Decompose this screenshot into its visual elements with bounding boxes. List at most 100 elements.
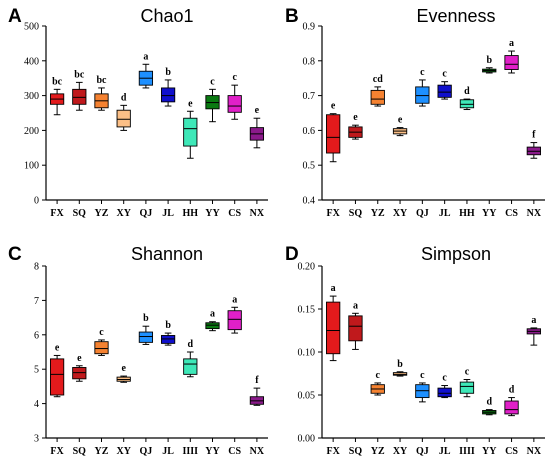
- box: [415, 86, 430, 104]
- x-tick-label: NX: [250, 208, 265, 219]
- x-tick-label: FX: [50, 446, 64, 457]
- x-tick-label: YZ: [371, 208, 385, 219]
- x-tick-label: NX: [527, 208, 542, 219]
- panel-title: Chao1: [140, 6, 193, 26]
- panel-shannon: C Shannon 3 4 5 6 7 8 FX e SQ e YZ c XY e QJ b JL b IIII d Y…: [8, 244, 268, 457]
- x-tick-label: XY: [393, 446, 408, 457]
- x-tick-label: CS: [228, 208, 241, 219]
- significance-letter: bc: [97, 75, 108, 86]
- x-tick-label: IIII: [459, 446, 475, 457]
- panel-label: C: [8, 244, 22, 265]
- significance-letter: c: [210, 76, 215, 87]
- y-tick-label: 0.15: [298, 305, 316, 316]
- box: [116, 109, 131, 128]
- panel-title: Shannon: [131, 244, 203, 264]
- significance-letter: a: [143, 51, 148, 62]
- x-tick-label: JL: [162, 446, 174, 457]
- significance-letter: d: [121, 92, 127, 103]
- significance-letter: bc: [52, 76, 63, 87]
- y-tick-label: 0.00: [298, 434, 316, 445]
- y-tick-label: 8: [34, 262, 39, 273]
- x-tick-label: YY: [205, 446, 220, 457]
- significance-letter: d: [188, 339, 194, 350]
- significance-letter: e: [77, 353, 82, 364]
- x-tick-label: YZ: [95, 446, 109, 457]
- significance-letter: c: [232, 72, 237, 83]
- x-tick-label: YY: [205, 208, 220, 219]
- x-tick-label: IIII: [183, 446, 199, 457]
- significance-letter: c: [442, 373, 447, 384]
- y-tick-label: 0.4: [303, 196, 316, 207]
- x-tick-label: XY: [116, 446, 131, 457]
- panel-title: Evenness: [416, 6, 495, 26]
- y-tick-label: 0.7: [303, 91, 316, 102]
- x-tick-label: HH: [183, 208, 199, 219]
- panel-simpson: D Simpson 0.00 0.05 0.10 0.15 0.20 FX a SQ a YZ c X…: [285, 244, 545, 457]
- significance-letter: a: [531, 315, 536, 326]
- x-tick-label: JL: [439, 446, 451, 457]
- box: [160, 87, 176, 103]
- x-tick-label: JL: [162, 208, 174, 219]
- box: [183, 117, 198, 147]
- significance-letter: e: [331, 101, 336, 112]
- x-tick-label: SQ: [349, 208, 363, 219]
- significance-letter: d: [464, 86, 470, 97]
- box: [459, 381, 475, 394]
- box: [72, 88, 87, 105]
- box: [437, 84, 452, 98]
- significance-letter: f: [255, 375, 259, 386]
- significance-letter: b: [486, 55, 492, 66]
- significance-letter: b: [165, 67, 171, 78]
- y-tick-label: 300: [24, 91, 39, 102]
- y-tick-label: 0: [34, 196, 39, 207]
- box: [459, 99, 475, 109]
- box: [437, 387, 452, 398]
- significance-letter: b: [397, 359, 403, 370]
- y-tick-label: 0.6: [303, 126, 316, 137]
- box: [227, 95, 242, 113]
- box: [183, 358, 198, 375]
- box: [348, 315, 363, 342]
- x-tick-label: YZ: [95, 208, 109, 219]
- x-tick-label: QJ: [140, 208, 153, 219]
- y-tick-label: 5: [34, 365, 39, 376]
- x-tick-label: CS: [228, 446, 241, 457]
- x-tick-label: XY: [116, 208, 131, 219]
- box: [138, 331, 154, 343]
- significance-letter: c: [376, 370, 381, 381]
- x-tick-label: NX: [527, 446, 542, 457]
- box: [205, 322, 220, 330]
- x-tick-label: FX: [326, 208, 340, 219]
- x-tick-label: YZ: [371, 446, 385, 457]
- significance-letter: c: [420, 370, 425, 381]
- significance-letter: c: [465, 367, 470, 378]
- box: [94, 341, 109, 355]
- y-tick-label: 400: [24, 56, 39, 67]
- x-tick-label: CS: [505, 208, 518, 219]
- x-tick-label: QJ: [416, 208, 429, 219]
- panel-label: B: [285, 6, 299, 27]
- significance-letter: a: [509, 38, 514, 49]
- significance-letter: c: [442, 69, 447, 80]
- significance-letter: bc: [74, 69, 85, 80]
- significance-letter: c: [420, 67, 425, 78]
- significance-letter: e: [55, 342, 60, 353]
- significance-letter: a: [210, 309, 215, 320]
- panel-label: A: [8, 6, 22, 27]
- significance-letter: d: [486, 397, 492, 408]
- x-tick-label: QJ: [140, 446, 153, 457]
- y-tick-label: 100: [24, 161, 39, 172]
- significance-letter: e: [255, 105, 260, 116]
- significance-letter: b: [143, 313, 149, 324]
- box: [504, 400, 519, 415]
- panel-label: D: [285, 244, 299, 265]
- x-tick-label: NX: [250, 446, 265, 457]
- x-tick-label: FX: [326, 446, 340, 457]
- box: [326, 114, 341, 154]
- significance-letter: e: [398, 115, 403, 126]
- x-tick-label: YY: [482, 208, 497, 219]
- significance-letter: b: [165, 320, 171, 331]
- significance-letter: c: [99, 327, 104, 338]
- y-tick-label: 0.20: [298, 262, 316, 273]
- box: [72, 367, 87, 380]
